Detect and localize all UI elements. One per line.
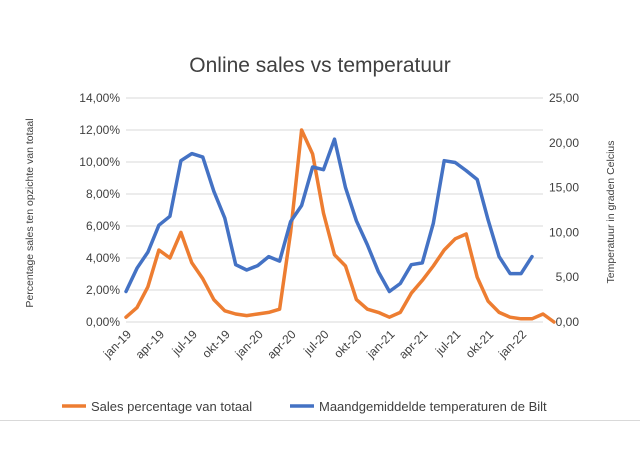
right-tick-label: 10,00: [549, 225, 579, 239]
x-tick-label: apr-20: [264, 327, 299, 362]
x-tick-label: apr-19: [133, 327, 168, 362]
right-tick-label: 20,00: [549, 136, 579, 150]
chart-title: Online sales vs temperatuur: [189, 54, 450, 77]
left-tick-label: 14,00%: [79, 91, 120, 105]
left-tick-label: 12,00%: [79, 123, 120, 137]
x-tick-label: apr-21: [396, 327, 431, 362]
left-tick-label: 4,00%: [86, 251, 120, 265]
x-tick-label: okt-19: [199, 327, 233, 361]
right-axis-title: Temperatuur in graden Celcius: [605, 141, 617, 284]
x-tick-label: jan-21: [363, 327, 397, 361]
x-tick-label: jan-20: [232, 327, 266, 361]
legend-label-temperature: Maandgemiddelde temperaturen de Bilt: [319, 399, 547, 414]
x-tick-label: jul-19: [169, 327, 201, 359]
x-tick-label: okt-20: [331, 327, 365, 361]
right-tick-label: 0,00: [556, 315, 580, 329]
right-y-axis: 0,00 5,00 10,00 15,00 20,00 25,00: [549, 91, 579, 329]
left-y-axis: 0,00% 2,00% 4,00% 6,00% 8,00% 10,00% 12,00% 14,…: [79, 91, 120, 329]
left-axis-title: Percentage sales ten opzichte van totaal: [24, 118, 36, 307]
left-tick-label: 2,00%: [86, 283, 120, 297]
x-tick-label: okt-21: [463, 327, 497, 361]
x-tick-label: jan-19: [100, 327, 134, 361]
sales-percentage-line: [124, 128, 556, 324]
x-tick-label: jul-21: [432, 327, 464, 359]
x-tick-label: jul-20: [300, 327, 332, 359]
legend-label-sales: Sales percentage van totaal: [91, 399, 252, 414]
x-tick-label: jan-22: [495, 327, 529, 361]
temperature-line: [124, 137, 534, 294]
legend: Sales percentage van totaal Maandgemidde…: [62, 399, 547, 414]
left-tick-label: 8,00%: [86, 187, 120, 201]
left-tick-label: 6,00%: [86, 219, 120, 233]
right-tick-label: 15,00: [549, 181, 579, 195]
left-tick-label: 0,00%: [86, 315, 120, 329]
left-tick-label: 10,00%: [79, 155, 120, 169]
right-tick-label: 5,00: [556, 270, 580, 284]
series-lines: [124, 128, 556, 324]
right-tick-label: 25,00: [549, 91, 579, 105]
gridlines: [126, 97, 543, 323]
